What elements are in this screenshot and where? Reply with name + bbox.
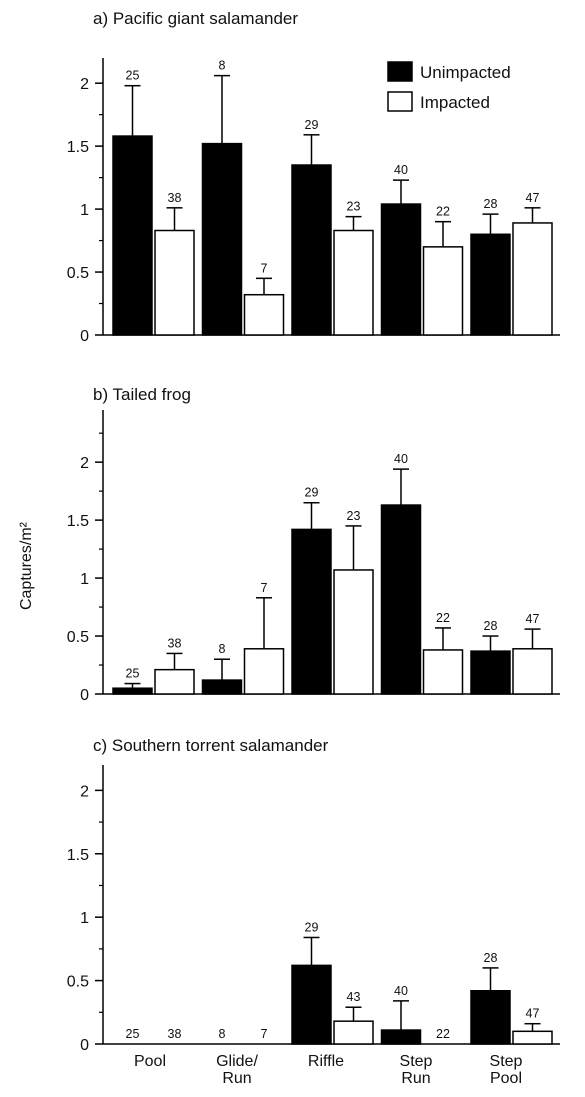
bar-unimpacted — [380, 1029, 422, 1045]
sample-size-label: 29 — [305, 118, 319, 132]
sample-size-label: 43 — [347, 990, 361, 1004]
y-tick-label: 2 — [80, 783, 89, 800]
sample-size-label: 40 — [394, 163, 408, 177]
y-tick-label: 0 — [80, 687, 89, 704]
sample-size-label: 25 — [126, 69, 140, 83]
sample-size-label: 38 — [168, 191, 182, 205]
bar-unimpacted — [470, 650, 511, 695]
category-label: Riffle — [308, 1053, 344, 1070]
bar-unimpacted — [291, 964, 332, 1045]
panel-title: b) Tailed frog — [93, 385, 191, 404]
category-label: Run — [401, 1070, 430, 1087]
bar-impacted — [422, 246, 464, 336]
bar-unimpacted — [380, 504, 422, 695]
panel-a: a) Pacific giant salamander 0 0.5 1 1.5 2 25 38… — [67, 9, 560, 345]
sample-size-label: 7 — [261, 581, 268, 595]
panel-title: a) Pacific giant salamander — [93, 9, 298, 28]
bar-impacted — [333, 569, 374, 695]
y-tick-label: 1.5 — [67, 139, 89, 156]
sample-size-label: 40 — [394, 984, 408, 998]
sample-size-label: 28 — [484, 197, 498, 211]
category-label: Run — [222, 1070, 251, 1087]
y-tick-label: 1.5 — [67, 513, 89, 530]
bar-impacted — [154, 229, 195, 336]
bar-impacted — [243, 293, 285, 336]
y-tick-label: 1 — [80, 571, 89, 588]
bar-unimpacted — [291, 164, 332, 336]
bar-unimpacted — [291, 528, 332, 695]
bar-impacted — [512, 648, 553, 695]
bar-impacted — [512, 222, 553, 336]
sample-size-label: 38 — [168, 636, 182, 650]
legend-label: Unimpacted — [420, 63, 511, 82]
panel-c: c) Southern torrent salamander00.511.522… — [67, 736, 560, 1087]
bar-unimpacted — [380, 203, 422, 336]
category-label: Pool — [134, 1053, 166, 1070]
panel-title: c) Southern torrent salamander — [93, 736, 329, 755]
bar-impacted — [243, 648, 285, 695]
sample-size-label: 25 — [126, 667, 140, 681]
sample-size-label: 7 — [261, 1027, 268, 1041]
bar-impacted — [422, 649, 464, 695]
sample-size-label: 47 — [526, 191, 540, 205]
category-label: Step — [400, 1053, 433, 1070]
bar-unimpacted — [201, 679, 243, 695]
y-tick-label: 0.5 — [67, 629, 89, 646]
sample-size-label: 47 — [526, 612, 540, 626]
bar-impacted — [333, 1020, 374, 1045]
sample-size-label: 23 — [347, 509, 361, 523]
bar-impacted — [154, 668, 195, 695]
bar-unimpacted — [470, 989, 511, 1045]
y-tick-label: 0 — [80, 328, 89, 345]
bar-unimpacted — [112, 687, 153, 695]
sample-size-label: 23 — [347, 200, 361, 214]
y-tick-label: 2 — [80, 76, 89, 93]
sample-size-label: 8 — [219, 642, 226, 656]
sample-size-label: 22 — [436, 611, 450, 625]
y-tick-label: 1.5 — [67, 847, 89, 864]
category-label: Pool — [490, 1070, 522, 1087]
sample-size-label: 22 — [436, 1027, 450, 1041]
sample-size-label: 38 — [168, 1027, 182, 1041]
y-tick-label: 1 — [80, 910, 89, 927]
bar-impacted — [512, 1030, 553, 1045]
sample-size-label: 8 — [219, 1027, 226, 1041]
sample-size-label: 22 — [436, 205, 450, 219]
sample-size-label: 47 — [526, 1007, 540, 1021]
bar-unimpacted — [470, 233, 511, 336]
legend-swatch-unimpacted — [387, 61, 413, 82]
y-tick-label: 0.5 — [67, 265, 89, 282]
category-label: Glide/ — [216, 1053, 258, 1070]
sample-size-label: 29 — [305, 486, 319, 500]
bar-impacted — [333, 229, 374, 336]
bar-unimpacted — [201, 142, 243, 336]
legend-label: Impacted — [420, 93, 490, 112]
legend-swatch-impacted — [387, 91, 413, 112]
sample-size-label: 8 — [219, 59, 226, 73]
y-tick-label: 0.5 — [67, 974, 89, 991]
sample-size-label: 29 — [305, 920, 319, 934]
bar-unimpacted — [112, 135, 153, 336]
y-tick-label: 0 — [80, 1037, 89, 1054]
sample-size-label: 28 — [484, 619, 498, 633]
panel-b: b) Tailed frog 0 0.5 1 1.5 2 25 38 8 7 29 23 40 22 28 4… — [67, 385, 560, 704]
sample-size-label: 25 — [126, 1027, 140, 1041]
sample-size-label: 40 — [394, 452, 408, 466]
y-tick-label: 1 — [80, 202, 89, 219]
y-axis-label: Captures/m² — [18, 521, 35, 610]
sample-size-label: 28 — [484, 951, 498, 965]
y-tick-label: 2 — [80, 455, 89, 472]
category-label: Step — [490, 1053, 523, 1070]
sample-size-label: 7 — [261, 261, 268, 275]
